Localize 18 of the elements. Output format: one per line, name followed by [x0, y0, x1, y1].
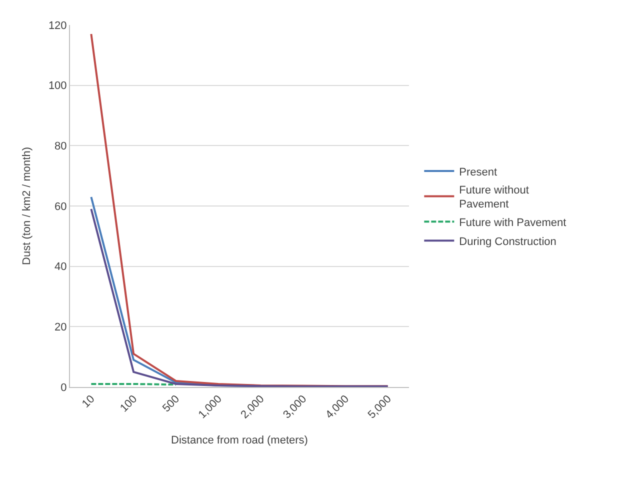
x-tick-label: 100 [118, 393, 140, 415]
y-tick-label: 120 [48, 20, 67, 32]
x-tick-label: 500 [160, 393, 182, 415]
legend-label: During Construction [459, 236, 556, 248]
y-tick-label: 0 [60, 382, 67, 394]
y-tick-label: 100 [48, 80, 67, 92]
legend-label: Future without Pavement [459, 184, 529, 211]
x-axis-title: Distance from road (meters) [171, 434, 308, 446]
legend-label: Future with Pavement [459, 216, 566, 229]
y-tick-label: 20 [54, 322, 67, 334]
y-tick-label: 80 [54, 140, 67, 153]
y-axis-title: Dust (ton / km2 / month) [21, 147, 34, 265]
line-series [90, 208, 389, 387]
y-tick-label: 40 [54, 261, 67, 274]
legend-label: Present [459, 166, 498, 178]
x-tick-label: 10 [80, 393, 98, 410]
line-series [90, 33, 389, 387]
y-tick-label: 60 [54, 200, 67, 213]
